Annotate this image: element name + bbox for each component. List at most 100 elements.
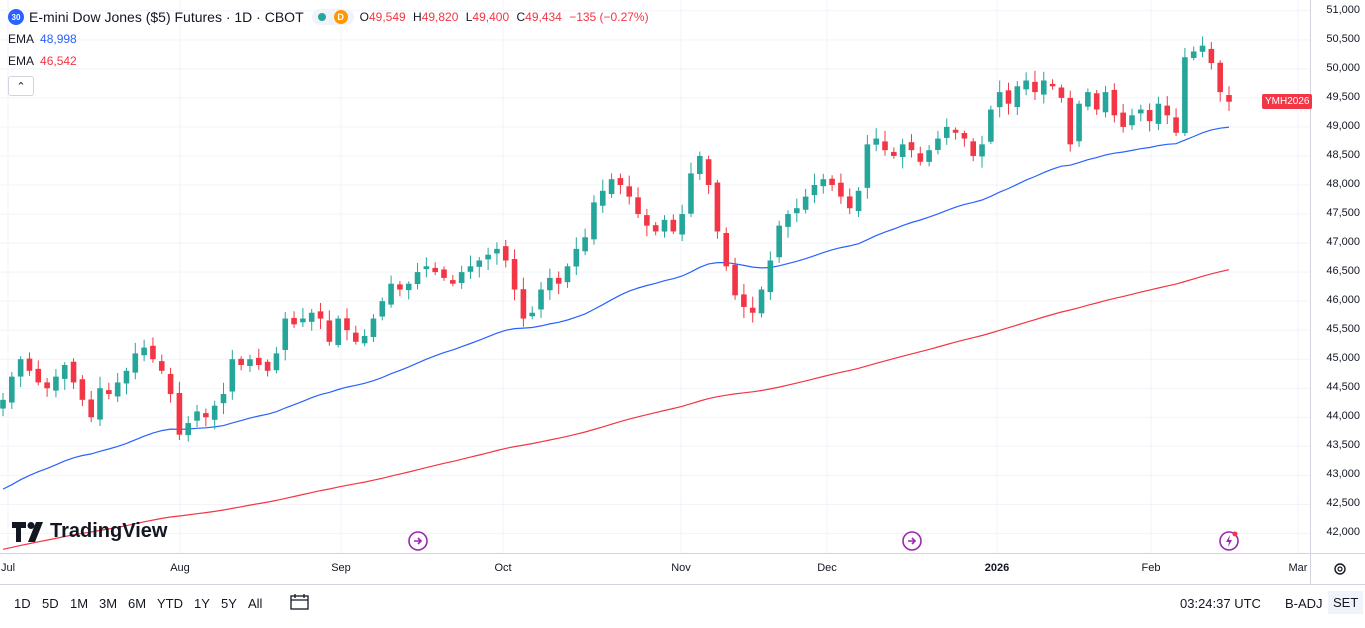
range-button-3m[interactable]: 3M [99, 596, 118, 611]
range-button-5y[interactable]: 5Y [221, 596, 237, 611]
time-tick-label: 2026 [984, 562, 1010, 574]
range-button-1y[interactable]: 1Y [194, 596, 210, 611]
candle [194, 404, 200, 428]
range-button-6m[interactable]: 6M [128, 596, 147, 611]
candle [882, 130, 888, 156]
candle [820, 173, 827, 194]
ema-slow-legend[interactable]: EMA 46,542 [8, 54, 77, 68]
candle [1067, 90, 1074, 152]
range-button-all[interactable]: All [248, 596, 263, 611]
delayed-badge: D [333, 10, 348, 24]
calendar-range-icon[interactable] [290, 593, 310, 611]
range-button-1m[interactable]: 1M [70, 596, 89, 611]
tradingview-logo-icon [12, 521, 43, 542]
candle [220, 382, 227, 415]
candle [1164, 96, 1171, 125]
price-change: −135 (−0.27%) [569, 10, 649, 24]
candle [238, 356, 244, 371]
adjustment-toggle[interactable]: B-ADJ [1285, 596, 1323, 611]
candle [723, 227, 730, 271]
candle [1146, 103, 1153, 132]
candle [379, 297, 386, 321]
candle [617, 173, 624, 195]
price-tick-label: 49,500 [1326, 90, 1360, 103]
chart-area[interactable]: 30 E-mini Dow Jones ($5) Futures · 1D · … [0, 0, 1310, 553]
candle [520, 277, 527, 327]
candle [1155, 96, 1162, 131]
candle [70, 358, 77, 389]
candle [564, 263, 571, 288]
lightning-event-icon[interactable] [1219, 531, 1239, 551]
candle [591, 195, 597, 245]
candle [229, 349, 236, 400]
candle [35, 360, 42, 386]
price-chart[interactable] [0, 0, 1310, 553]
candle [767, 251, 774, 300]
axis-settings[interactable] [1310, 553, 1365, 584]
candle [476, 257, 483, 278]
candle [961, 130, 968, 147]
time-tick-label: Mar [1288, 562, 1308, 574]
candle [361, 329, 368, 347]
candle [141, 339, 147, 362]
time-axis[interactable]: Jul Aug Sep Oct Nov Dec 2026 Feb Mar [0, 553, 1310, 584]
candle [970, 138, 977, 162]
candle [670, 214, 677, 235]
clock[interactable]: 03:24:37 UTC [1180, 596, 1261, 611]
range-button-1d[interactable]: 1D [14, 596, 31, 611]
symbol-title[interactable]: E-mini Dow Jones ($5) Futures · 1D · CBO… [29, 9, 304, 25]
tradingview-logo[interactable]: TradingView [12, 520, 167, 543]
candle [891, 147, 897, 159]
candle [696, 151, 703, 180]
last-price-badge: YMH2026 [1262, 93, 1313, 109]
price-tick-label: 42,000 [1326, 526, 1360, 539]
price-tick-label: 46,000 [1326, 294, 1360, 307]
price-tick-label: 43,500 [1326, 439, 1360, 452]
candle [353, 325, 359, 345]
time-tick-label: Nov [671, 562, 691, 574]
candle [335, 315, 341, 348]
time-tick-label: Jul [0, 562, 16, 574]
session-toggle[interactable]: SET [1328, 591, 1364, 614]
ema-slow-value: 46,542 [40, 54, 77, 68]
legend-collapse-button[interactable]: ⌃ [8, 76, 34, 96]
candle [714, 179, 721, 239]
time-tick-label: Oct [494, 562, 512, 574]
candle [838, 173, 844, 204]
candle [802, 188, 809, 214]
candle [282, 311, 289, 361]
time-tick-label: Dec [817, 562, 837, 574]
candle [158, 354, 165, 374]
candle [1129, 108, 1135, 130]
market-status[interactable]: D [311, 9, 354, 25]
price-tick-label: 50,000 [1326, 61, 1360, 74]
candle [467, 255, 474, 280]
event-icon[interactable] [408, 531, 428, 551]
candle [9, 372, 15, 409]
candle [432, 262, 438, 276]
price-tick-label: 46,500 [1326, 265, 1360, 278]
candle [450, 274, 456, 287]
range-button-5d[interactable]: 5D [42, 596, 59, 611]
candle [291, 311, 297, 328]
candle [167, 367, 174, 403]
candle [732, 257, 738, 300]
candle [979, 135, 985, 168]
candle [855, 187, 862, 217]
price-axis[interactable]: 51,000 50,500 50,000 49,500 49,000 48,500 48,0… [1310, 0, 1365, 553]
candle [846, 188, 853, 215]
candle [1023, 72, 1029, 96]
candle [423, 257, 430, 278]
candle [1199, 36, 1206, 58]
gear-icon[interactable] [1311, 554, 1365, 584]
range-button-ytd[interactable]: YTD [157, 596, 183, 611]
candle [661, 215, 668, 238]
candle [1093, 89, 1100, 115]
ema-fast-legend[interactable]: EMA 48,998 [8, 32, 77, 46]
candle [547, 268, 553, 300]
price-tick-label: 49,000 [1326, 119, 1360, 132]
candle [300, 307, 306, 328]
candle [397, 281, 403, 297]
event-icon[interactable] [902, 531, 922, 551]
candle [273, 346, 280, 374]
